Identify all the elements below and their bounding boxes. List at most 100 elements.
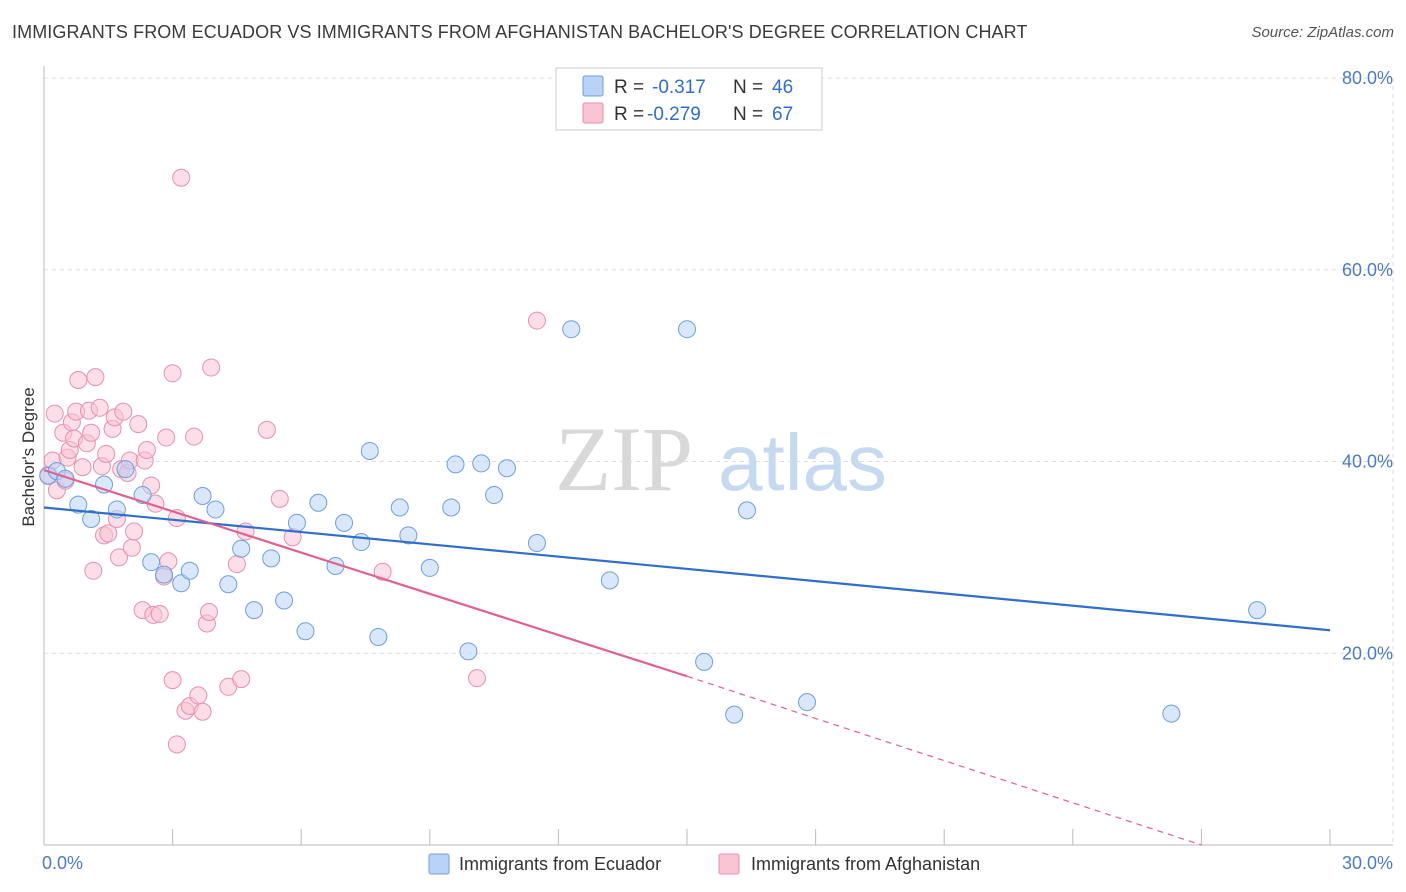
ecuador-point xyxy=(446,455,465,474)
afghanistan-point xyxy=(73,458,92,477)
ecuador-point xyxy=(485,486,504,505)
afghanistan-point xyxy=(227,555,246,574)
afghanistan-point xyxy=(193,702,212,721)
ecuador-point xyxy=(69,495,88,514)
ecuador-point xyxy=(527,533,546,552)
y-tick-labels: 20.0% 40.0% 60.0% 80.0% xyxy=(1342,68,1393,663)
legend-n-value-ecuador: 46 xyxy=(772,77,793,98)
afghanistan-point xyxy=(189,686,208,705)
ecuador-point xyxy=(695,652,714,671)
afghanistan-point xyxy=(527,311,546,330)
chart-title: IMMIGRANTS FROM ECUADOR VS IMMIGRANTS FR… xyxy=(12,22,1028,42)
afghanistan-point xyxy=(467,669,486,688)
legend-n-label-ecuador: N = xyxy=(733,77,763,98)
ecuador-point xyxy=(678,320,696,339)
afghanistan-point xyxy=(202,358,221,377)
bottom-legend-label-ecuador: Immigrants from Ecuador xyxy=(459,854,661,874)
afghanistan-point xyxy=(69,371,88,390)
ecuador-point xyxy=(1162,704,1181,723)
bottom-legend-label-afghanistan: Immigrants from Afghanistan xyxy=(751,854,980,874)
legend-r-label-afghanistan: R = xyxy=(614,104,644,125)
ecuador-point xyxy=(442,498,461,517)
ecuador-point xyxy=(420,558,439,577)
x-tick-label-min: 0.0% xyxy=(42,853,83,873)
afghanistan-point xyxy=(257,420,276,439)
top-legend: R = -0.317 N = 46 R = -0.279 N = 67 xyxy=(555,67,823,131)
afghanistan-trend-line-extension xyxy=(686,675,1202,846)
y-tick-label: 80.0% xyxy=(1342,68,1393,88)
afghanistan-point xyxy=(122,538,141,557)
afghanistan-points xyxy=(39,168,546,754)
ecuador-trend-line xyxy=(43,506,1331,632)
ecuador-point xyxy=(738,501,757,520)
ecuador-point xyxy=(142,553,161,572)
afghanistan-point xyxy=(270,489,289,508)
bottom-legend-swatch-afghanistan xyxy=(718,853,740,875)
ecuador-point xyxy=(562,320,581,339)
afghanistan-point xyxy=(157,428,176,447)
ecuador-point xyxy=(180,561,199,580)
afghanistan-point xyxy=(137,440,156,459)
ecuador-point xyxy=(360,441,379,460)
y-axis-title: Bachelor's Degree xyxy=(19,387,38,526)
ecuador-point xyxy=(82,510,101,529)
afghanistan-point xyxy=(185,427,204,446)
afghanistan-point xyxy=(163,364,182,383)
legend-r-value-ecuador: -0.317 xyxy=(652,77,706,98)
afghanistan-point xyxy=(232,670,251,689)
ecuador-point xyxy=(798,693,817,712)
afghanistan-point xyxy=(200,603,219,622)
ecuador-point xyxy=(309,493,328,512)
ecuador-point xyxy=(232,539,251,558)
ecuador-point xyxy=(296,622,315,641)
ecuador-point xyxy=(193,487,212,506)
ecuador-point xyxy=(275,591,294,610)
y-tick-label: 60.0% xyxy=(1342,260,1393,280)
ecuador-point xyxy=(1248,601,1267,620)
afghanistan-point xyxy=(99,524,118,543)
legend-n-value-afghanistan: 67 xyxy=(772,104,793,125)
afghanistan-point xyxy=(84,561,103,580)
grid-lines xyxy=(44,77,1394,845)
ecuador-point xyxy=(472,454,491,473)
ecuador-point xyxy=(390,498,409,517)
afghanistan-point xyxy=(167,735,186,754)
afghanistan-point xyxy=(125,522,144,541)
ecuador-point xyxy=(369,627,388,646)
y-tick-label: 20.0% xyxy=(1342,643,1393,663)
ecuador-point xyxy=(287,513,306,532)
trend-lines xyxy=(43,469,1331,846)
afghanistan-point xyxy=(110,548,129,567)
afghanistan-point xyxy=(172,168,191,187)
legend-r-label-ecuador: R = xyxy=(614,77,644,98)
ecuador-point xyxy=(459,642,478,661)
ecuador-point xyxy=(245,601,264,620)
ecuador-point xyxy=(335,513,354,532)
legend-n-label-afghanistan: N = xyxy=(733,104,763,125)
watermark-atlas: atlas xyxy=(718,418,887,507)
ecuador-point xyxy=(219,575,238,594)
afghanistan-point xyxy=(82,423,101,442)
legend-r-value-afghanistan: -0.279 xyxy=(647,104,701,125)
afghanistan-trend-line xyxy=(43,469,688,678)
ecuador-point xyxy=(262,549,281,568)
source-label: Source: ZipAtlas.com xyxy=(1251,24,1394,41)
x-tick-label-max: 30.0% xyxy=(1342,853,1393,873)
ecuador-point xyxy=(172,574,191,593)
ecuador-point xyxy=(116,460,135,479)
bottom-legend: Immigrants from Ecuador Immigrants from … xyxy=(428,853,980,875)
ecuador-point xyxy=(206,500,225,519)
afghanistan-point xyxy=(86,368,105,387)
ecuador-points xyxy=(39,320,1267,724)
afghanistan-point xyxy=(373,562,392,581)
afghanistan-point xyxy=(97,444,116,463)
afghanistan-point xyxy=(114,402,133,421)
ecuador-point xyxy=(497,459,516,478)
ecuador-point xyxy=(155,565,174,584)
y-tick-label: 40.0% xyxy=(1342,452,1393,472)
ecuador-point xyxy=(352,533,371,552)
ecuador-point xyxy=(399,526,418,545)
afghanistan-point xyxy=(129,415,148,434)
ecuador-point xyxy=(725,705,744,724)
